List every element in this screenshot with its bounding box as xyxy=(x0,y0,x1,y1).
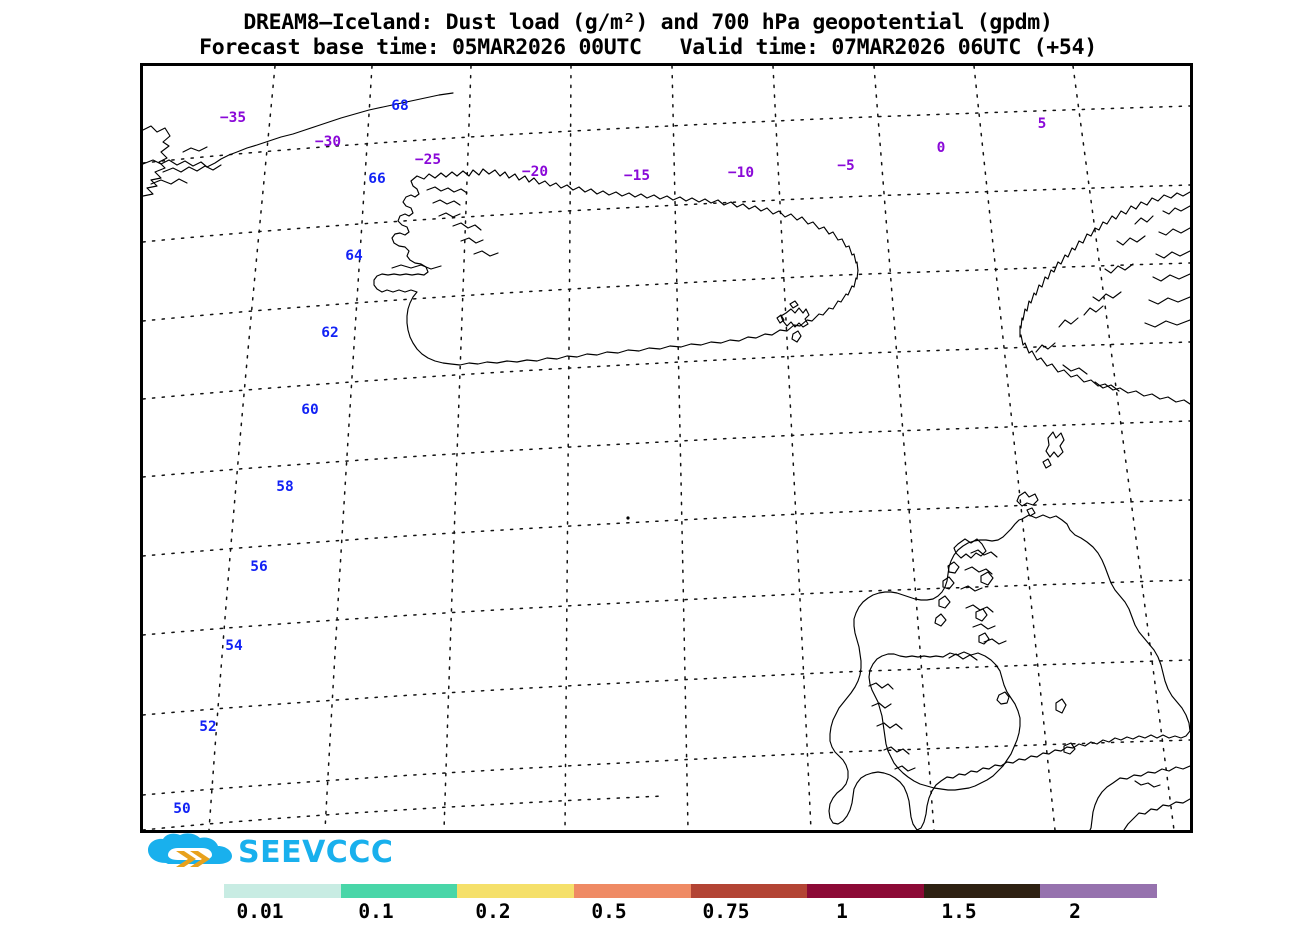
colorbar-legend[interactable]: 0.01 0.1 0.2 0.5 0.75 1 1.5 2 xyxy=(224,884,1157,924)
colorbar-segment xyxy=(923,884,1041,898)
lat-label: 56 xyxy=(250,559,267,575)
colorbar-segment xyxy=(807,884,924,898)
coastline-outer-hebrides xyxy=(934,538,987,627)
lon-label: −25 xyxy=(415,152,441,168)
lon-label: 5 xyxy=(1038,116,1047,132)
lon-label: −35 xyxy=(220,110,246,126)
lat-label: 60 xyxy=(301,402,318,418)
colorbar-tick: 1 xyxy=(836,900,848,923)
colorbar-strip xyxy=(224,884,1157,898)
lat-label: 64 xyxy=(345,248,363,264)
colorbar-tick: 0.2 xyxy=(475,900,511,923)
chart-title-block: DREAM8—Iceland: Dust load (g/m²) and 700… xyxy=(0,10,1296,60)
lat-label: 52 xyxy=(199,719,216,735)
coastline-france xyxy=(1089,765,1190,830)
colorbar-tick: 2 xyxy=(1069,900,1081,923)
title-line-1: DREAM8—Iceland: Dust load (g/m²) and 700… xyxy=(243,10,1053,35)
longitude-labels: −35 −30 −25 −20 −15 −10 −5 0 5 xyxy=(220,110,1046,184)
map-canvas: 68 66 64 62 60 58 56 54 52 50 −35 −30 −2… xyxy=(143,66,1190,830)
coastline-faroe-islands xyxy=(776,300,810,343)
map-stray-dot xyxy=(626,516,630,520)
lat-label: 54 xyxy=(225,638,243,654)
graticule-parallels xyxy=(143,105,1190,830)
coastline-iceland xyxy=(373,168,859,366)
lon-label: −15 xyxy=(624,168,650,184)
seevccc-logo[interactable]: SEEVCCC xyxy=(146,833,393,873)
colorbar-segment xyxy=(457,884,574,898)
coastline-shetland xyxy=(1042,431,1065,469)
lat-label: 62 xyxy=(321,325,338,341)
colorbar-segment xyxy=(1040,884,1157,898)
colorbar-tick: 1.5 xyxy=(941,900,977,923)
latitude-labels: 68 66 64 62 60 58 56 54 52 50 xyxy=(173,98,408,817)
coastline-greenland xyxy=(143,92,454,197)
colorbar-tick: 0.1 xyxy=(358,900,394,923)
lon-label: −30 xyxy=(315,134,341,150)
chevron-arrow-icon xyxy=(176,851,210,867)
colorbar-tick: 0.75 xyxy=(702,900,750,923)
colorbar-tick: 0.01 xyxy=(236,900,284,923)
lon-label: −20 xyxy=(522,164,548,180)
title-line-2: Forecast base time: 05MAR2026 00UTC Vali… xyxy=(199,35,1097,60)
graticule-meridians xyxy=(208,66,1175,830)
colorbar-segment xyxy=(573,884,691,898)
lon-label: 0 xyxy=(937,140,946,156)
map-panel[interactable]: 68 66 64 62 60 58 56 54 52 50 −35 −30 −2… xyxy=(140,63,1193,833)
coastline-great-britain xyxy=(828,514,1190,830)
lat-label: 66 xyxy=(368,171,385,187)
colorbar-tick: 0.5 xyxy=(591,900,627,923)
coastline-norway xyxy=(1019,191,1190,405)
lon-label: −5 xyxy=(837,158,854,174)
lon-label: −10 xyxy=(728,165,754,181)
lat-label: 58 xyxy=(276,479,293,495)
coastline-orkney xyxy=(1016,491,1039,517)
lat-label: 50 xyxy=(173,801,190,817)
logo-text: SEEVCCC xyxy=(238,835,394,870)
lat-label: 68 xyxy=(391,98,408,114)
colorbar-segment xyxy=(690,884,808,898)
colorbar-segment xyxy=(340,884,458,898)
coastline-ireland xyxy=(868,651,1021,791)
colorbar-tick-labels: 0.01 0.1 0.2 0.5 0.75 1 1.5 2 xyxy=(224,900,1157,924)
colorbar-segment xyxy=(224,884,341,898)
